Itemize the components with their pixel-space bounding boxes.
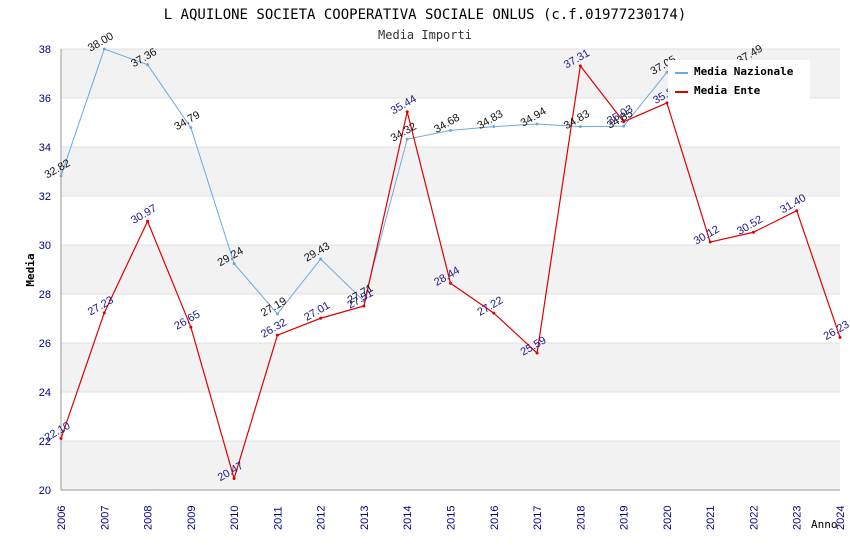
y-axis-label: Media [24,253,37,286]
x-tick-label: 2006 [56,506,68,530]
point-nazionale [535,122,539,126]
x-tick-label: 2020 [662,506,674,530]
grid-band [61,294,840,343]
point-nazionale [622,124,626,128]
point-ente [405,110,409,114]
series-lines [59,47,842,481]
x-tick-label: 2017 [532,506,544,530]
point-ente [275,333,279,337]
x-tick-label: 2019 [619,506,631,530]
point-nazionale [405,137,409,141]
point-ente [622,120,626,124]
grid-band [61,392,840,441]
point-ente [362,304,366,308]
axes [60,49,840,491]
x-tick-label: 2007 [99,506,111,530]
x-tick-label: 2024 [835,506,847,530]
point-nazionale [59,174,63,178]
x-tick-label: 2022 [748,506,760,530]
point-nazionale [492,125,496,129]
x-tick-label: 2013 [359,506,371,530]
point-ente [102,311,106,315]
point-ente [146,219,150,223]
point-ente [795,209,799,213]
point-ente [189,325,193,329]
point-ente [449,281,452,285]
x-tick-label: 2021 [705,506,717,530]
x-tick-label: 2009 [186,506,198,530]
chart-subtitle: Media Importi [378,28,472,42]
x-axis-label: Anno [811,518,838,531]
point-nazionale [102,47,106,51]
point-ente [59,437,63,441]
point-nazionale [449,128,452,132]
grid-band [61,196,840,245]
point-ente [319,316,323,320]
point-ente [708,240,712,244]
chart-title: L AQUILONE SOCIETA COOPERATIVA SOCIALE O… [164,7,687,23]
y-tick-label: 24 [39,387,51,399]
point-nazionale [189,126,193,130]
point-nazionale [578,125,582,129]
x-tick-label: 2023 [792,506,804,530]
grid-band [61,343,840,392]
grid-band [61,441,840,490]
x-tick-label: 2014 [402,506,414,530]
point-nazionale [319,257,323,261]
y-tick-label: 38 [39,44,51,56]
y-ticks: 20 22 24 26 28 30 32 34 36 38 [39,44,51,497]
point-ente [492,311,496,315]
grid-band [61,245,840,294]
point-nazionale [665,70,669,74]
point-ente [535,351,539,355]
grid-band [61,98,840,147]
y-tick-label: 28 [39,289,51,301]
point-nazionale [146,63,150,67]
y-tick-label: 26 [39,338,51,350]
x-tick-label: 2018 [575,506,587,530]
y-tick-label: 20 [39,485,51,497]
point-ente [665,101,669,105]
legend-box [668,60,810,100]
y-tick-label: 22 [39,436,51,448]
x-tick-label: 2012 [316,506,328,530]
x-tick-label: 2015 [446,506,458,530]
y-tick-label: 34 [39,142,51,154]
point-ente [232,476,236,480]
point-ente [751,230,755,234]
x-tick-label: 2011 [272,506,284,530]
point-nazionale [275,312,279,316]
x-tick-label: 2010 [229,506,241,530]
y-tick-label: 32 [39,191,51,203]
x-tick-label: 2008 [143,506,155,530]
y-tick-label: 36 [39,93,51,105]
grid-band [61,147,840,196]
legend: Media Nazionale Media Ente [668,60,810,100]
legend-label-ente: Media Ente [694,84,761,97]
x-ticks: 2006 2007 2008 2009 2010 2011 2012 2013 2014 2015… [56,506,847,530]
point-ente [838,335,842,339]
x-tick-label: 2016 [489,506,501,530]
point-nazionale [232,262,236,266]
legend-label-nazionale: Media Nazionale [694,65,794,78]
grid-bands [61,48,840,491]
y-tick-label: 30 [39,240,51,252]
point-ente [578,64,582,68]
